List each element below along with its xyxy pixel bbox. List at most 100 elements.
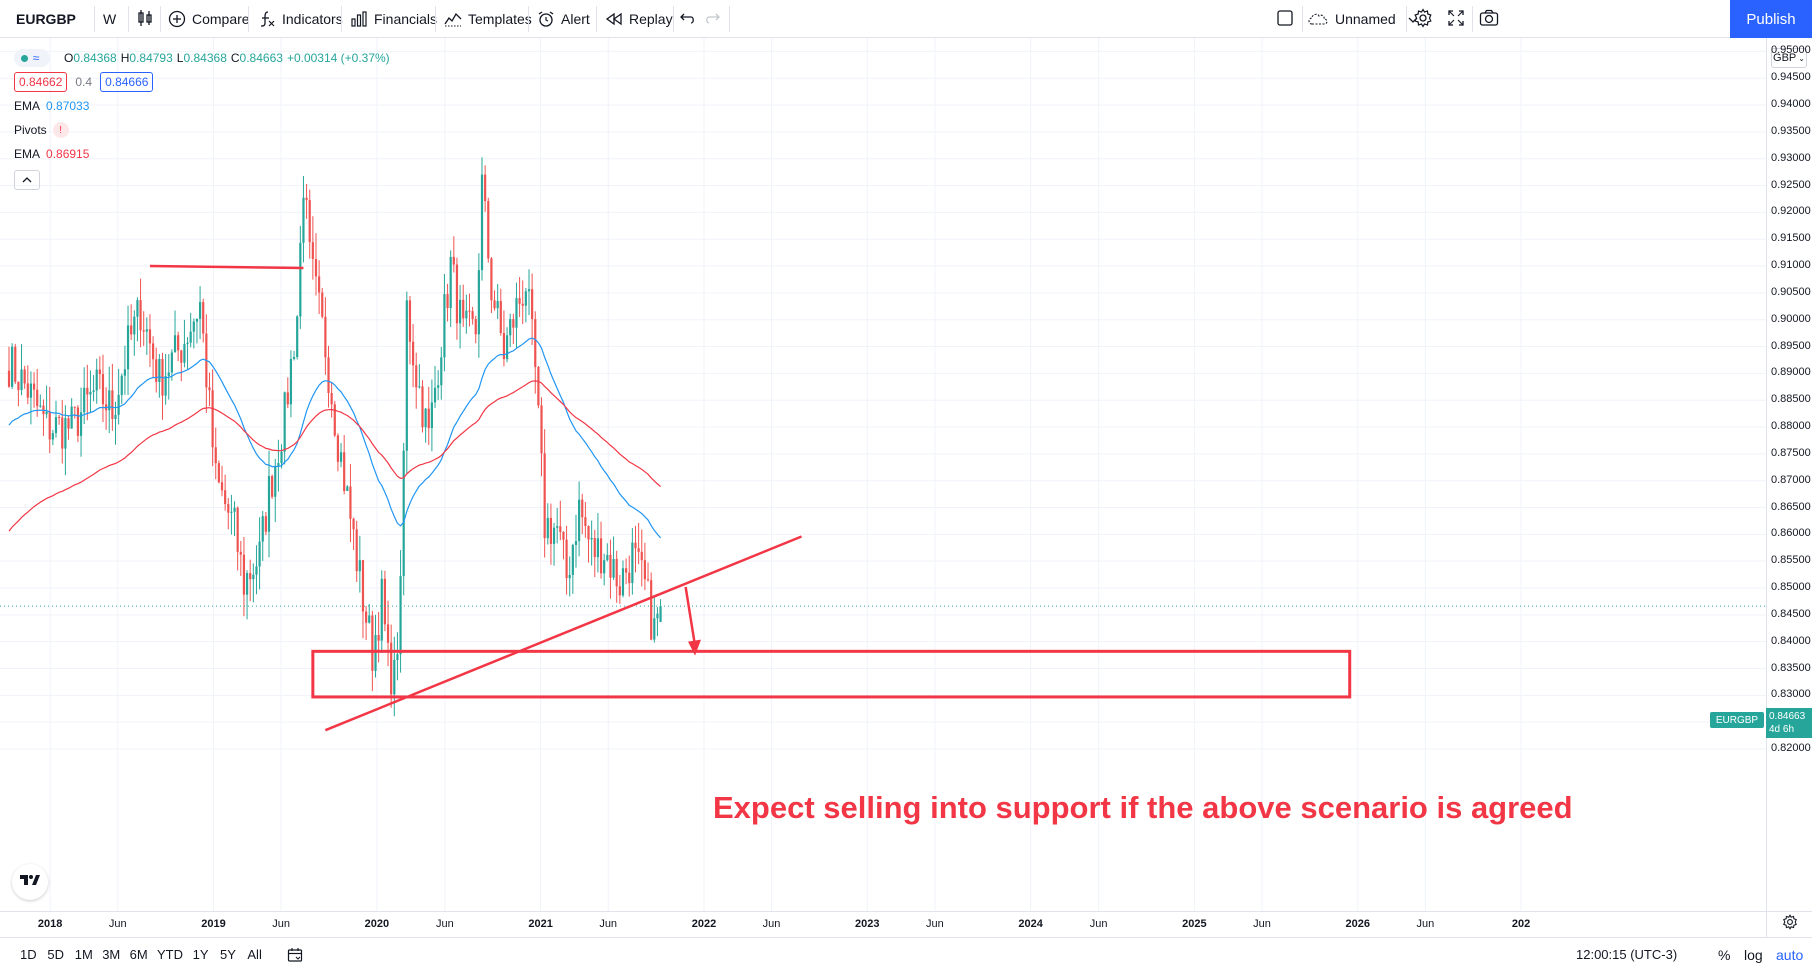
- templates-button[interactable]: Templates: [444, 0, 532, 38]
- currency-selector[interactable]: GBP ⌄: [1771, 48, 1807, 68]
- chevron-down-icon: ⌄: [1798, 53, 1805, 63]
- candle-down: [239, 551, 242, 555]
- interval-selector[interactable]: W: [103, 11, 117, 27]
- toolbar-divider: [341, 6, 342, 32]
- timezone-clock[interactable]: 12:00:15 (UTC-3): [1576, 947, 1678, 962]
- fullscreen-button[interactable]: [1447, 0, 1465, 38]
- bottom-toolbar: 1D 5D 1M 3M 6M YTD 1Y 5Y All 12:00:15 (UTC-3) % …: [0, 937, 1812, 973]
- toolbar-divider: [528, 6, 529, 32]
- candle-up: [380, 578, 383, 641]
- log-scale-toggle[interactable]: log: [1744, 947, 1763, 963]
- price-tick-label: 0.82000: [1771, 741, 1811, 754]
- time-tick-label: 2020: [364, 918, 390, 930]
- chart-pane[interactable]: [0, 38, 1766, 911]
- snapshot-button[interactable]: [1479, 0, 1499, 38]
- layout-select-button[interactable]: [1276, 0, 1294, 38]
- auto-scale-toggle[interactable]: auto: [1776, 947, 1804, 963]
- price-tick-label: 0.87000: [1771, 473, 1811, 486]
- alert-label: Alert: [561, 11, 590, 27]
- alert-button[interactable]: Alert: [537, 0, 590, 38]
- compare-button[interactable]: Compare: [168, 0, 250, 38]
- candle-up: [83, 387, 86, 413]
- candle-down: [321, 292, 324, 317]
- ema-blue-row[interactable]: EMA 0.87033: [14, 94, 394, 118]
- legend-collapse-button[interactable]: [14, 170, 40, 190]
- time-tick-label: 2025: [1182, 918, 1207, 930]
- annotation-box: [311, 649, 1352, 699]
- range-button[interactable]: 5D: [47, 947, 65, 962]
- price-tick-label: 0.89000: [1771, 366, 1811, 379]
- time-tick-label: 2023: [855, 918, 880, 930]
- symbol-search[interactable]: EURGBP: [16, 11, 76, 27]
- pivots-row[interactable]: Pivots !: [14, 118, 394, 142]
- candle-down: [452, 256, 455, 265]
- candle-down: [73, 406, 76, 408]
- ema-red-label: EMA: [14, 147, 41, 161]
- range-button[interactable]: 1Y: [192, 947, 209, 962]
- candle-down: [86, 387, 89, 395]
- candle-up: [346, 486, 349, 491]
- candle-down: [227, 504, 230, 513]
- annotation-text[interactable]: Expect selling into support if the above…: [713, 790, 1573, 825]
- sell-button[interactable]: 0.84662: [14, 72, 68, 92]
- percent-scale-toggle[interactable]: %: [1718, 947, 1731, 963]
- range-button[interactable]: 1M: [74, 947, 93, 962]
- range-button[interactable]: 6M: [129, 947, 148, 962]
- price-scale[interactable]: GBP ⌄ 0.95000 0.94500 0.94000 0.93500 0.9300…: [1766, 38, 1812, 911]
- legend-visibility-toggle[interactable]: ≈: [14, 49, 50, 67]
- layout-name-button[interactable]: Unnamed: [1307, 0, 1418, 38]
- candle-down: [148, 329, 152, 344]
- range-button[interactable]: 5Y: [220, 947, 236, 962]
- financials-button[interactable]: Financials: [350, 0, 437, 38]
- candle-down: [211, 390, 214, 448]
- scale-settings-button[interactable]: [1766, 911, 1812, 937]
- candle-up: [11, 346, 14, 387]
- candle-down: [220, 482, 224, 491]
- change-value: +0.00314 (+0.37%): [286, 51, 390, 65]
- time-tick-label: 2024: [1018, 918, 1043, 930]
- candle-up: [578, 499, 581, 542]
- settings-button[interactable]: [1413, 0, 1433, 38]
- indicators-button[interactable]: Indicators: [258, 0, 343, 38]
- candle-down: [625, 568, 628, 573]
- range-button[interactable]: All: [247, 947, 262, 962]
- range-button[interactable]: 1D: [20, 947, 37, 962]
- price-tick-label: 0.88500: [1771, 393, 1811, 406]
- time-axis[interactable]: 2018 Jun 2019 Jun 2020 Jun 2021 Jun 2022 Jun 2023 J…: [0, 911, 1766, 937]
- publish-button[interactable]: Publish: [1730, 0, 1812, 38]
- candle-down: [130, 325, 133, 335]
- replay-button[interactable]: Replay: [605, 0, 673, 38]
- price-tick-label: 0.92000: [1771, 205, 1811, 218]
- candle-down: [484, 174, 487, 202]
- tradingview-logo[interactable]: [12, 864, 48, 900]
- range-button[interactable]: 3M: [102, 947, 121, 962]
- buy-button[interactable]: 0.84666: [100, 72, 154, 92]
- candle-up: [164, 376, 167, 396]
- candle-down: [471, 311, 474, 319]
- candle-up: [465, 310, 468, 319]
- candle-up: [54, 416, 58, 434]
- tv-logo-icon: [19, 873, 41, 891]
- candle-up: [374, 635, 377, 671]
- range-button[interactable]: YTD: [157, 947, 183, 962]
- candle-up: [117, 394, 120, 415]
- indicators-label: Indicators: [282, 11, 343, 27]
- undo-button[interactable]: [680, 0, 696, 38]
- ema-red-row[interactable]: EMA 0.86915: [14, 142, 394, 166]
- candle-down: [98, 369, 101, 375]
- candle-down: [318, 276, 321, 293]
- toolbar-divider: [1302, 6, 1303, 32]
- layout-name: Unnamed: [1335, 11, 1396, 27]
- candle-up: [402, 450, 405, 577]
- candle-up: [368, 615, 371, 623]
- candle-up: [261, 516, 264, 542]
- candle-down: [534, 319, 537, 367]
- candle-up: [477, 270, 480, 335]
- candle-down: [371, 615, 374, 671]
- redo-button[interactable]: [704, 0, 720, 38]
- candle-down: [646, 579, 650, 581]
- candle-up: [440, 357, 443, 386]
- price-chart[interactable]: [0, 38, 1766, 911]
- chart-type-button[interactable]: [136, 0, 154, 38]
- goto-date-button[interactable]: [287, 947, 303, 968]
